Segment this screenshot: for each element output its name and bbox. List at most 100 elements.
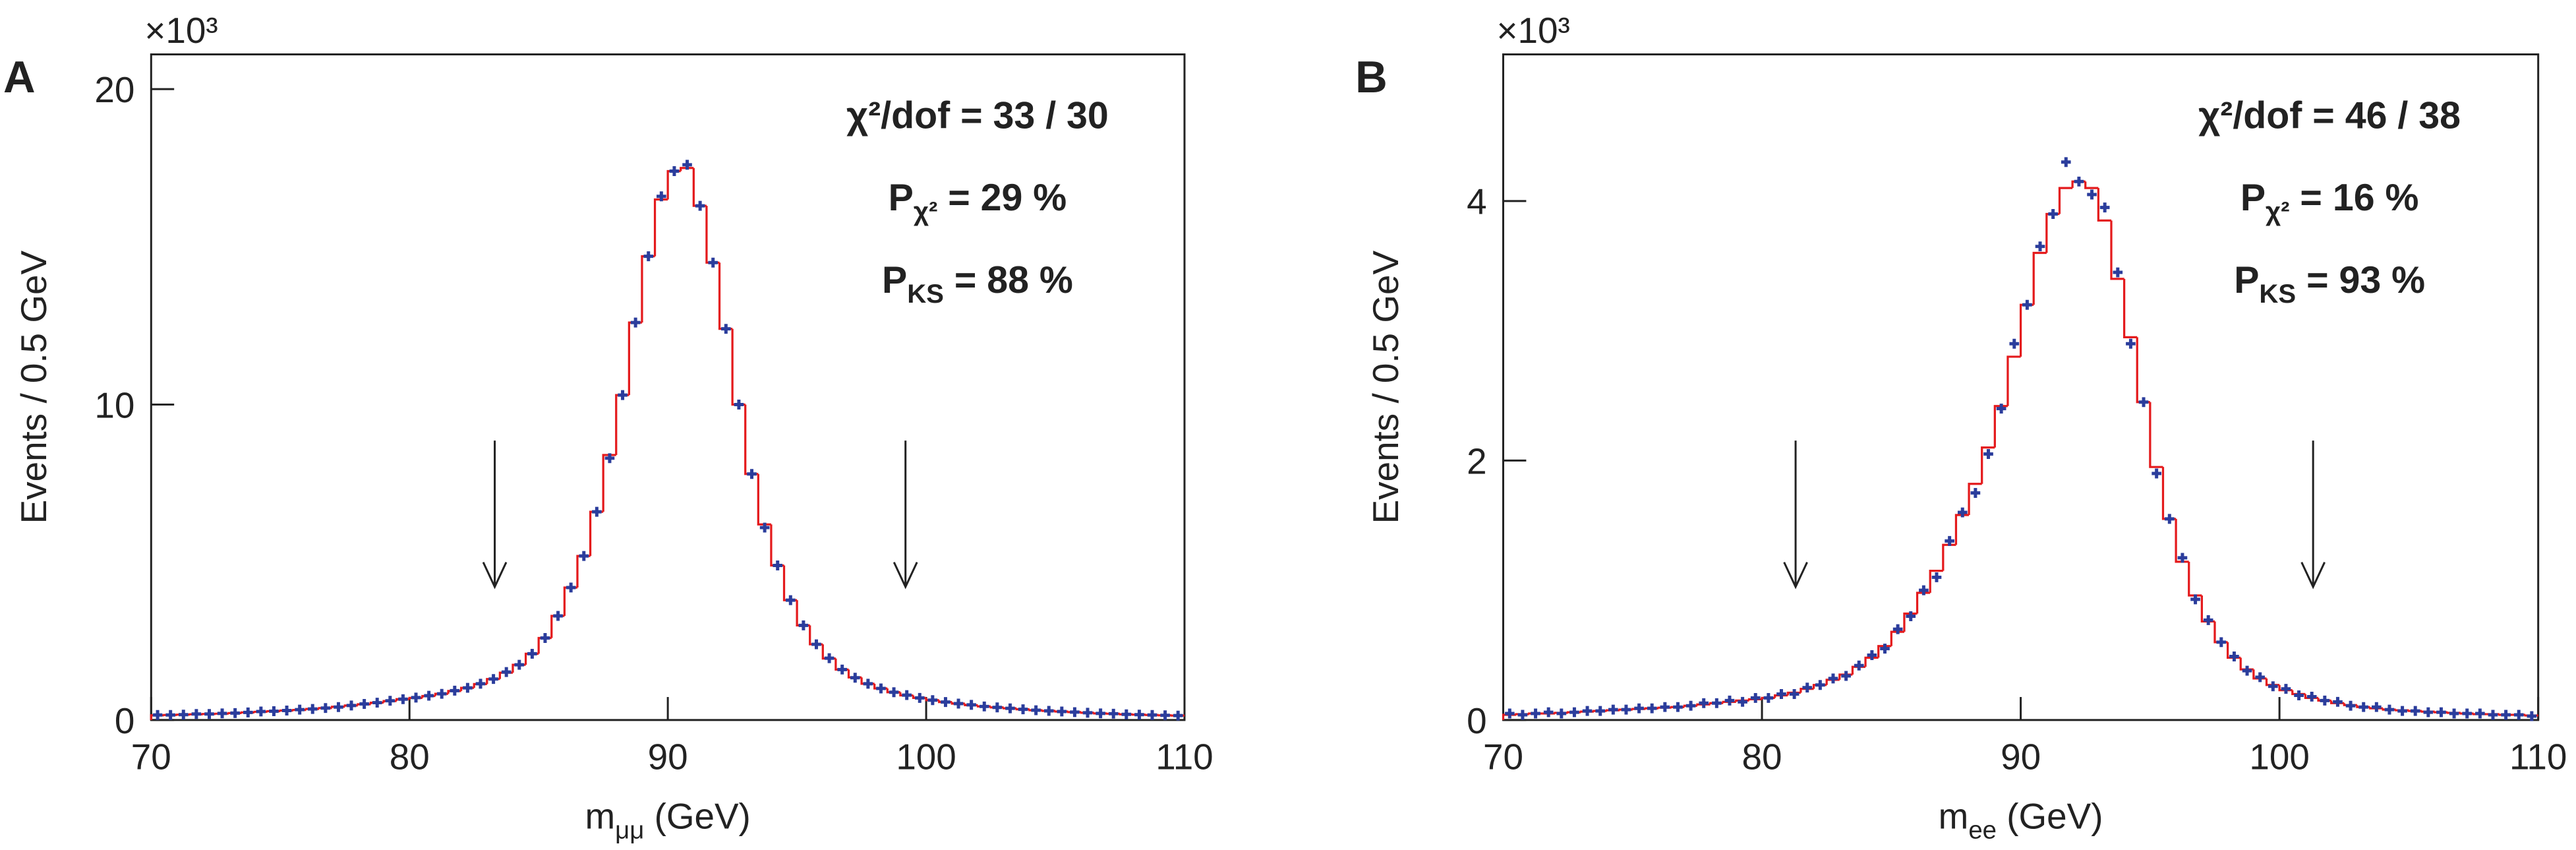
data-point [1724,695,1735,706]
histogram-bin [2175,518,2189,563]
data-point [1750,692,1761,703]
annotation-sub: KS [2259,279,2296,309]
data-point [450,685,460,696]
data-point [2488,710,2498,720]
x-tick-label: 90 [648,737,688,777]
data-point [824,653,834,663]
data-point [1738,696,1747,707]
histogram-bin [2161,467,2177,520]
histogram-bin [1954,514,1970,545]
histogram-bin [615,394,629,456]
data-point [579,551,589,561]
data-point [966,700,976,710]
data-point [876,683,886,694]
data-point [2333,696,2343,707]
y-tick-label: 2 [1467,440,1487,481]
histogram-bin [2019,303,2034,357]
data-point [1096,708,1105,719]
x-axis-label-rest: (GeV) [644,795,750,836]
data-point [2462,708,2473,719]
histogram-bin [1993,405,2008,448]
y-axis-label: Events / 0.5 GeV [1365,251,1406,524]
data-point [1504,708,1515,719]
y-tick-label: 0 [1467,700,1487,741]
data-point [2475,708,2485,719]
data-point [2358,702,2369,712]
x-axis-label-sub: μμ [615,816,644,844]
annotation: PKS = 88 % [882,259,1073,309]
annotation-main: χ²/dof = 46 / 38 [2198,95,2461,137]
annotation-sub: χ² [2266,197,2289,226]
x-axis-label-sub: ee [1968,816,1997,844]
histogram-bin [770,524,784,567]
histogram-bin [2097,188,2111,222]
y-axis-label: Events / 0.5 GeV [13,251,54,524]
data-point [2022,299,2032,310]
data-point [941,697,951,708]
data-point [759,522,770,533]
data-point [1621,704,1631,715]
annotation-sub: χ² [914,197,937,226]
data-point [2449,708,2459,719]
data-point [1070,707,1080,717]
data-point [953,698,964,709]
histogram-bin [2136,337,2150,404]
y-multiplier: ×10³ [144,10,218,51]
data-point [1880,644,1890,654]
data-point [811,639,821,650]
data-point [1919,585,1929,595]
histogram-bin [2032,251,2047,305]
data-point [2035,241,2045,252]
histogram-bin [1981,446,1995,484]
data-point [2397,706,2407,716]
data-point [1173,710,1183,721]
x-tick-label: 90 [2001,737,2041,777]
data-point [1841,671,1851,681]
histogram-bin [1877,645,1892,658]
data-point [1996,404,2006,414]
data-point [1031,705,1041,715]
data-point [2436,707,2446,717]
data-point [243,707,253,717]
data-point [2513,710,2524,720]
cut-arrow [2300,440,2326,590]
data-point [217,708,227,719]
data-point [2164,514,2175,524]
data-point [2294,690,2304,700]
histogram-bin [2084,181,2099,189]
data-point [1147,710,1157,720]
data-point [1970,488,1981,499]
cut-arrow [1783,440,1808,590]
data-point [2138,397,2149,408]
histogram-bin [1916,592,1931,614]
data-point [1595,706,1606,716]
histogram-bin [641,255,655,323]
data-point [1906,611,1916,621]
data-point [914,692,925,703]
data-point [1121,709,1132,719]
data-point [1776,689,1786,700]
data-point [1005,703,1015,713]
histogram-bin [718,262,733,330]
data-point [514,659,525,670]
data-point [1569,707,1579,717]
data-point [798,620,809,630]
annotation-rest: = 88 % [944,259,1073,301]
data-point [191,709,202,719]
histogram-bin [2058,187,2073,214]
histogram-bin [589,510,604,557]
data-point [436,688,447,699]
histogram-bin [602,454,616,512]
data-point [2268,681,2278,692]
data-point [1531,708,1540,719]
data-point [1543,707,1554,717]
histogram-bin [2045,212,2060,253]
data-point [1057,706,1067,717]
data-point [643,251,654,262]
annotation-main: P [882,259,907,301]
data-point [1647,703,1657,713]
data-point [979,701,989,712]
histogram-bin [1968,483,1982,515]
x-axis-label-main: m [1939,795,1969,836]
data-point [424,690,434,701]
